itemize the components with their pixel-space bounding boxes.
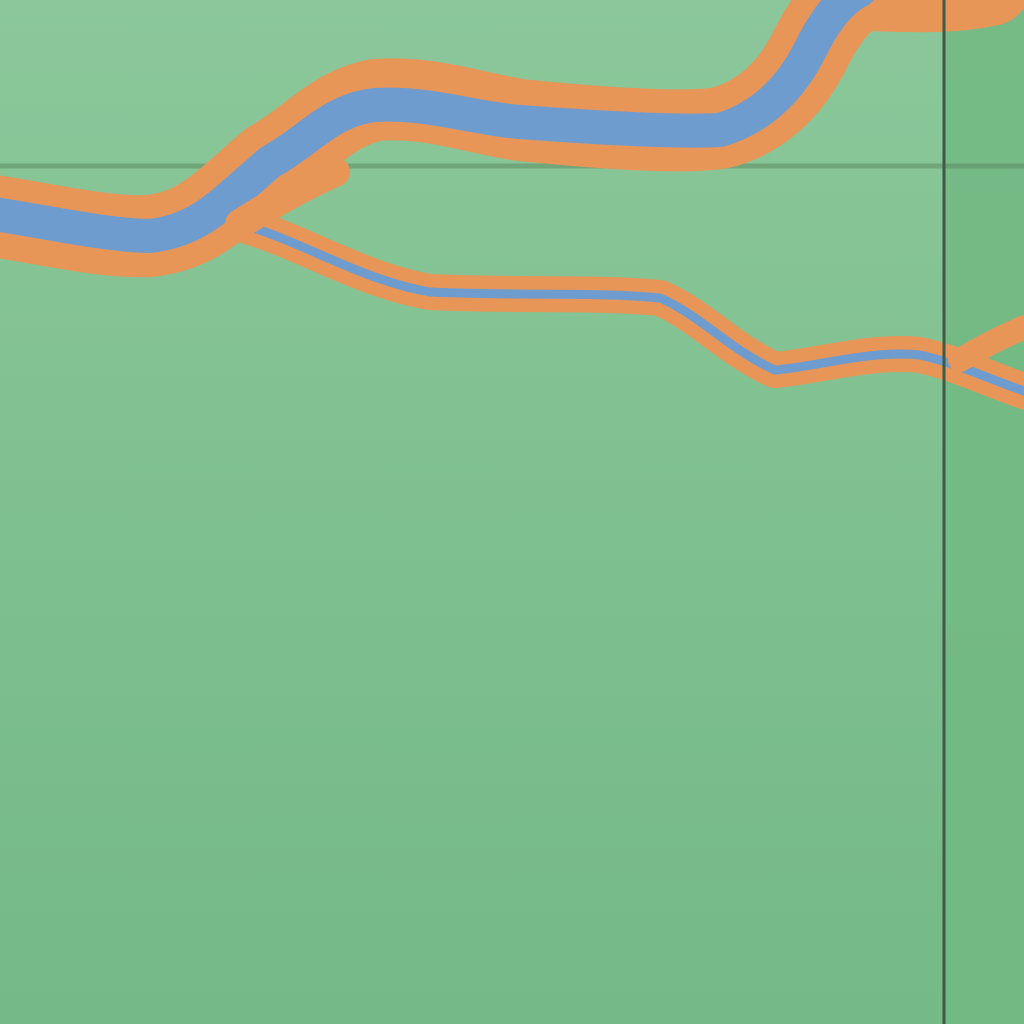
river-lower-branch-water <box>235 219 1024 396</box>
river-upper-channel-water <box>0 0 874 253</box>
river-branch-junction <box>225 157 350 239</box>
river-right-edge-fork <box>948 314 1024 372</box>
land-right-panel <box>944 0 1024 1024</box>
river-upper-channel <box>0 0 1024 278</box>
river-lower-branch <box>222 206 1024 410</box>
